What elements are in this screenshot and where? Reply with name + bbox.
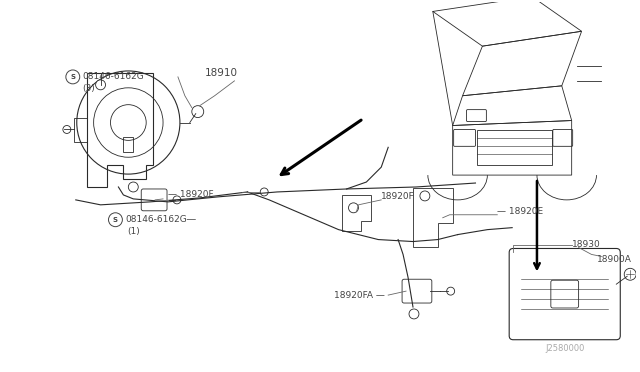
Text: (1): (1) [127, 227, 140, 236]
Text: (3): (3) [83, 84, 95, 93]
Text: — 18920E: — 18920E [497, 207, 543, 216]
Text: 08146-6162G―: 08146-6162G― [125, 215, 196, 224]
Circle shape [624, 268, 636, 280]
Text: 18920F: 18920F [381, 192, 415, 201]
Text: — 18920F: — 18920F [168, 190, 214, 199]
Text: J2580000: J2580000 [545, 344, 584, 353]
Text: 18900A: 18900A [596, 255, 631, 264]
Circle shape [129, 182, 138, 192]
Text: S: S [113, 217, 118, 223]
Circle shape [173, 196, 181, 204]
Circle shape [420, 191, 430, 201]
Circle shape [349, 203, 358, 213]
Text: 18920FA —: 18920FA — [333, 291, 385, 299]
Circle shape [63, 125, 71, 134]
Text: 08146-6162G: 08146-6162G [83, 73, 145, 81]
Circle shape [260, 188, 268, 196]
Text: 18930: 18930 [572, 240, 600, 249]
Circle shape [447, 287, 454, 295]
Text: 18910: 18910 [205, 68, 237, 78]
Text: S: S [70, 74, 76, 80]
Circle shape [95, 80, 106, 90]
